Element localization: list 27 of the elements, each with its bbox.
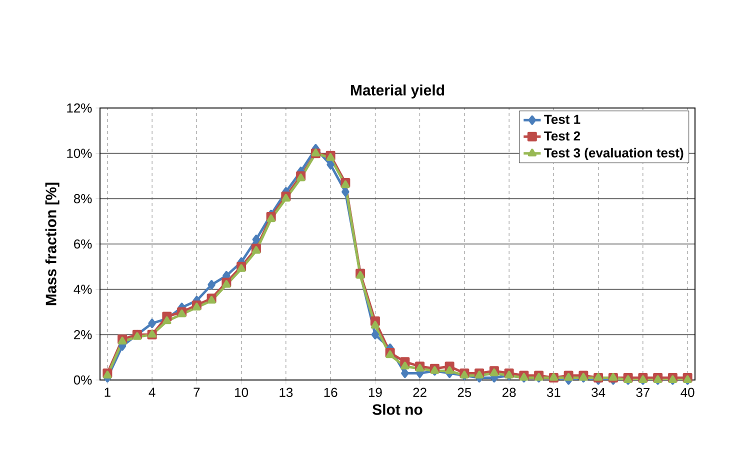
chart-title: Material yield <box>350 84 444 98</box>
x-axis-title: Slot no <box>372 404 422 415</box>
y-tick-label: 10% <box>67 148 92 158</box>
y-tick-label: 12% <box>67 103 92 113</box>
y-tick-label: 8% <box>74 194 92 204</box>
y-tick-label: 0% <box>74 375 92 385</box>
x-tick-label: 28 <box>502 388 516 398</box>
x-tick-label: 34 <box>592 388 606 398</box>
x-tick-label: 37 <box>636 388 650 398</box>
x-tick-label: 10 <box>235 388 248 398</box>
x-tick-label: 13 <box>280 388 293 398</box>
x-tick-label: 7 <box>194 388 200 397</box>
legend-label: Test 1 <box>544 114 580 124</box>
legend-label: Test 2 <box>544 131 580 141</box>
x-tick-label: 16 <box>324 388 338 398</box>
x-tick-label: 40 <box>680 388 694 398</box>
x-tick-label: 4 <box>148 388 156 397</box>
legend-label: Test 3 (evaluation test) <box>544 148 684 160</box>
x-tick-label: 22 <box>413 388 426 397</box>
y-tick-label: 6% <box>74 239 92 249</box>
y-tick-label: 4% <box>74 284 92 294</box>
x-tick-label: 25 <box>458 388 472 398</box>
y-tick-label: 2% <box>74 330 92 340</box>
x-tick-label: 19 <box>368 388 382 398</box>
y-axis-title: Mass fraction [%] <box>45 182 60 306</box>
x-tick-label: 1 <box>104 388 110 397</box>
x-tick-label: 31 <box>546 388 560 398</box>
